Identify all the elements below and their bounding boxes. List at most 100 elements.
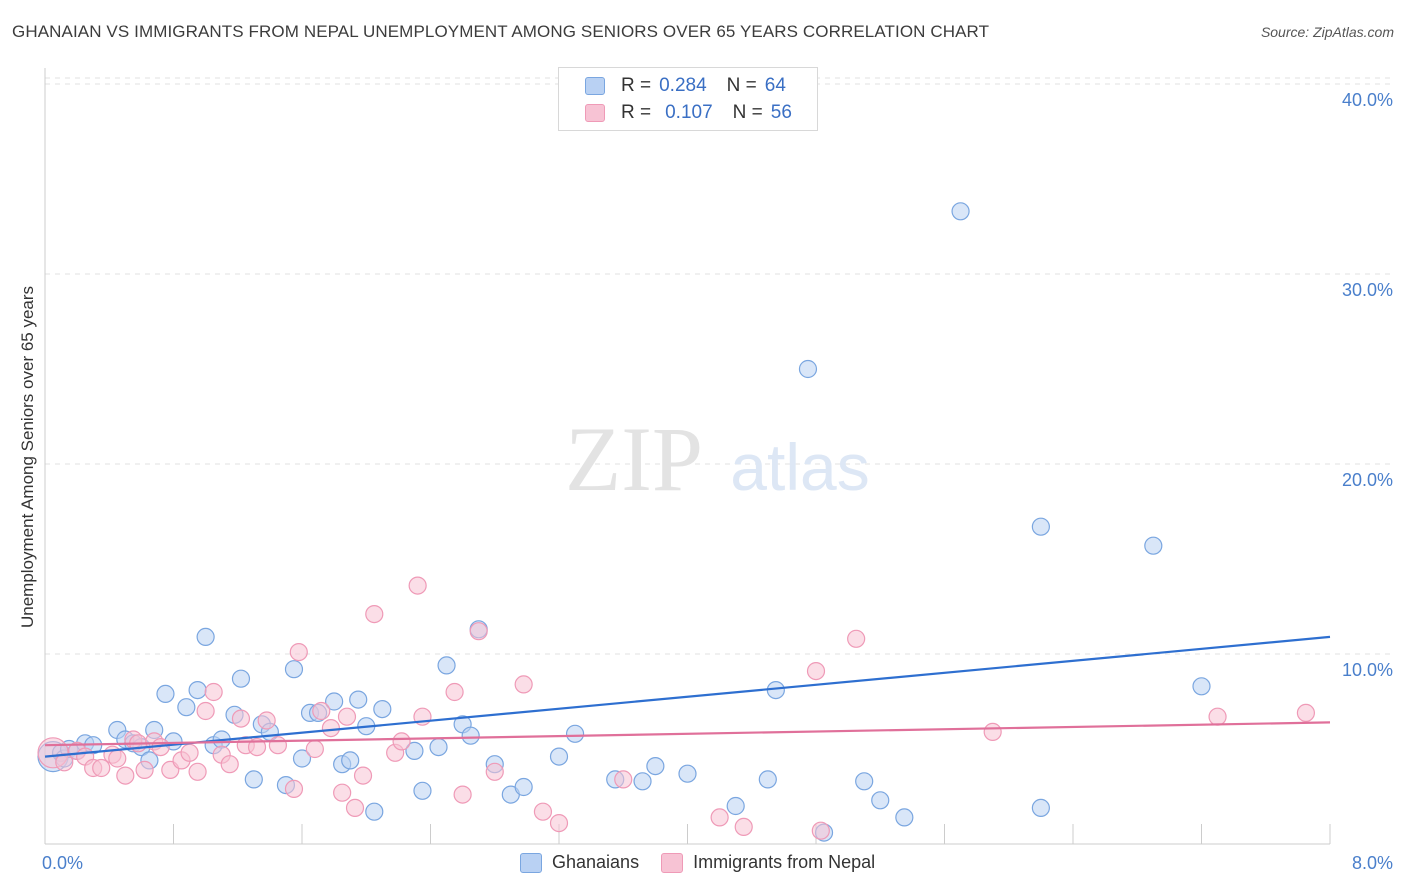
zipatlas-watermark: ZIP atlas <box>565 408 870 510</box>
ghanaian-point <box>1192 677 1211 696</box>
nepal-point <box>333 783 352 802</box>
nepal-point <box>614 770 633 789</box>
nepal-point <box>811 821 830 840</box>
pink-swatch-icon <box>585 104 605 122</box>
nepal-point <box>204 682 223 702</box>
ghanaian-point <box>1031 798 1050 818</box>
ghanaian-point <box>341 751 360 770</box>
series-legend: Ghanaians Immigrants from Nepal <box>520 852 897 873</box>
ghanaian-point <box>646 756 665 776</box>
nepal-point <box>284 779 304 799</box>
legend-label-ghanaians: Ghanaians <box>552 852 640 872</box>
tick-labels: 10.0% 20.0% 30.0% 40.0% 0.0% 8.0% <box>42 90 1393 873</box>
nepal-point <box>1296 703 1316 723</box>
nepal-point <box>453 785 472 804</box>
ghanaian-point <box>798 359 818 379</box>
ghanaian-point <box>758 770 777 789</box>
nepal-point <box>116 766 135 785</box>
nepal-point <box>533 802 553 821</box>
nepal-point <box>231 709 251 728</box>
ghanaian-point <box>373 699 392 719</box>
y-tick-label: 20.0% <box>1342 470 1393 490</box>
ghanaian-point <box>244 770 263 789</box>
ghanaian-point <box>461 726 480 745</box>
nepal-point <box>445 682 464 702</box>
data-points <box>37 202 1316 842</box>
chart-title: GHANAIAN VS IMMIGRANTS FROM NEPAL UNEMPL… <box>12 22 990 41</box>
nepal-point <box>983 722 1002 742</box>
ghanaian-point <box>284 660 304 679</box>
legend-item-ghanaians[interactable]: Ghanaians <box>520 852 639 873</box>
nepal-point <box>353 766 373 785</box>
nepal-point <box>312 701 331 721</box>
ghanaian-point <box>1031 517 1050 536</box>
gridlines <box>45 77 1394 655</box>
nepal-point <box>345 798 365 818</box>
y-axis-label: Unemployment Among Seniors over 65 years <box>18 285 37 629</box>
legend-row-nepal: R = 0.107 N = 56 <box>585 102 792 124</box>
watermark-atlas: atlas <box>730 430 869 504</box>
ghanaian-point <box>871 791 890 810</box>
legend-r-value: 0.107 <box>665 102 713 123</box>
ghanaian-point <box>855 772 874 791</box>
nepal-point <box>408 576 427 595</box>
nepal-point <box>321 718 341 738</box>
nepal-point <box>289 642 308 662</box>
ghanaian-point <box>895 808 914 827</box>
nepal-point <box>92 758 111 778</box>
ghanaian-point <box>325 692 344 711</box>
ghanaian-point <box>678 764 697 783</box>
legend-item-nepal[interactable]: Immigrants from Nepal <box>661 852 875 873</box>
nepal-point <box>247 737 267 757</box>
nepal-point <box>847 629 866 648</box>
ghanaian-point <box>437 656 456 675</box>
nepal-point <box>188 762 207 781</box>
y-tick-label: 30.0% <box>1342 280 1393 300</box>
ghanaian-point <box>429 737 448 757</box>
nepal-point <box>469 622 488 641</box>
nepal-point <box>220 755 239 774</box>
nepal-point <box>549 813 569 833</box>
y-tick-label: 10.0% <box>1342 660 1393 680</box>
legend-r-value: 0.284 <box>659 75 707 96</box>
ghanaian-point <box>549 747 569 766</box>
ghanaian-point <box>514 777 533 797</box>
ghanaian-point <box>633 772 652 791</box>
nepal-point <box>710 808 729 827</box>
ghanaian-point <box>196 627 215 647</box>
x-tick-label: 0.0% <box>42 853 83 873</box>
ghanaian-point <box>565 724 585 743</box>
legend-n-label: N = <box>726 75 757 96</box>
nepal-point <box>806 661 826 681</box>
ghanaian-trend-line <box>44 635 1331 758</box>
legend-row-ghanaians: R = 0.284 N = 64 <box>585 75 786 97</box>
ghanaian-point <box>156 684 175 704</box>
ghanaian-point <box>349 690 368 709</box>
watermark-zip: ZIP <box>565 408 703 510</box>
ghanaian-point <box>951 202 970 221</box>
blue-swatch-icon <box>585 77 605 95</box>
nepal-point <box>135 760 154 780</box>
nepal-point <box>485 762 504 781</box>
ghanaian-point <box>726 796 745 816</box>
ghanaian-point <box>177 698 196 717</box>
nepal-trend-line <box>44 721 1331 747</box>
ghanaian-point <box>231 669 251 688</box>
x-tick-label: 8.0% <box>1352 853 1393 873</box>
nepal-point <box>337 707 357 726</box>
legend-n-value: 64 <box>764 75 786 96</box>
pink-swatch-icon <box>661 852 684 873</box>
ghanaian-point <box>188 680 207 700</box>
nepal-point <box>365 604 384 624</box>
nepal-point <box>514 675 533 694</box>
legend-label-nepal: Immigrants from Nepal <box>693 852 876 872</box>
ghanaian-point <box>405 741 424 761</box>
ghanaian-point <box>365 802 384 821</box>
legend-n-value: 56 <box>770 102 792 123</box>
nepal-point <box>108 749 127 768</box>
ghanaian-point <box>413 781 432 800</box>
nepal-point <box>257 711 276 730</box>
y-tick-label: 40.0% <box>1342 90 1393 110</box>
legend-n-label: N = <box>732 102 763 123</box>
